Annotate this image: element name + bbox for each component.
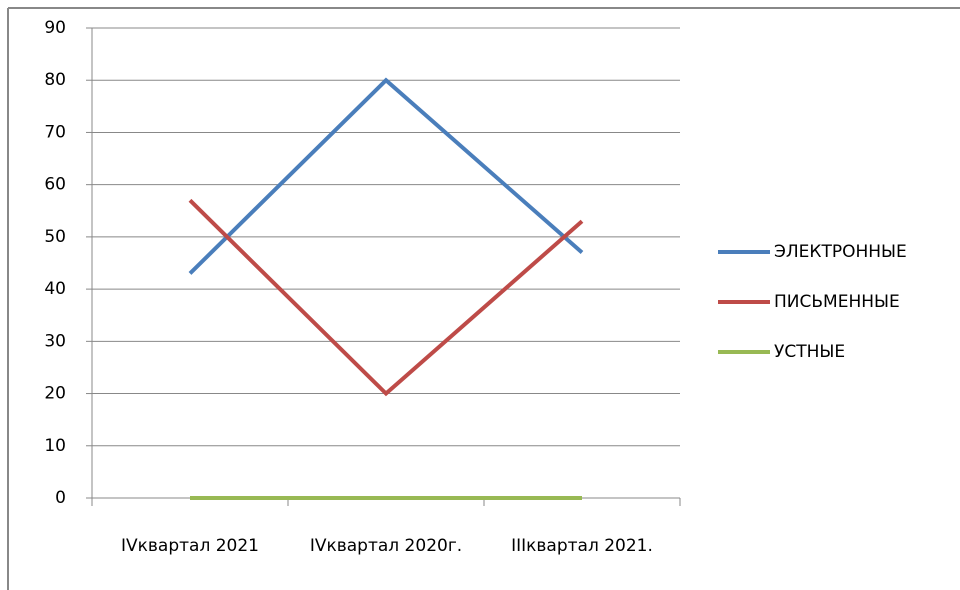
- x-tick-label: IVквартал 2021: [121, 536, 259, 556]
- y-tick-label: 60: [44, 175, 66, 195]
- legend-label: ЭЛЕКТРОННЫЕ: [774, 242, 907, 262]
- y-tick-label: 0: [55, 488, 66, 508]
- y-tick-label: 80: [44, 70, 66, 90]
- series-line: [188, 198, 584, 397]
- x-tick-label: IIIквартал 2021.: [511, 536, 653, 556]
- y-tick-label: 30: [44, 331, 66, 351]
- legend-label: УСТНЫЕ: [774, 342, 845, 362]
- y-tick-label: 90: [44, 18, 66, 38]
- y-tick-label: 50: [44, 227, 66, 247]
- legend-label: ПИСЬМЕННЫЕ: [774, 292, 900, 312]
- y-tick-label: 20: [44, 384, 66, 404]
- y-tick-label: 10: [44, 436, 66, 456]
- x-tick-label: IVквартал 2020г.: [310, 536, 462, 556]
- y-tick-label: 70: [44, 122, 66, 142]
- y-tick-label: 40: [44, 279, 66, 299]
- series-line: [188, 77, 584, 275]
